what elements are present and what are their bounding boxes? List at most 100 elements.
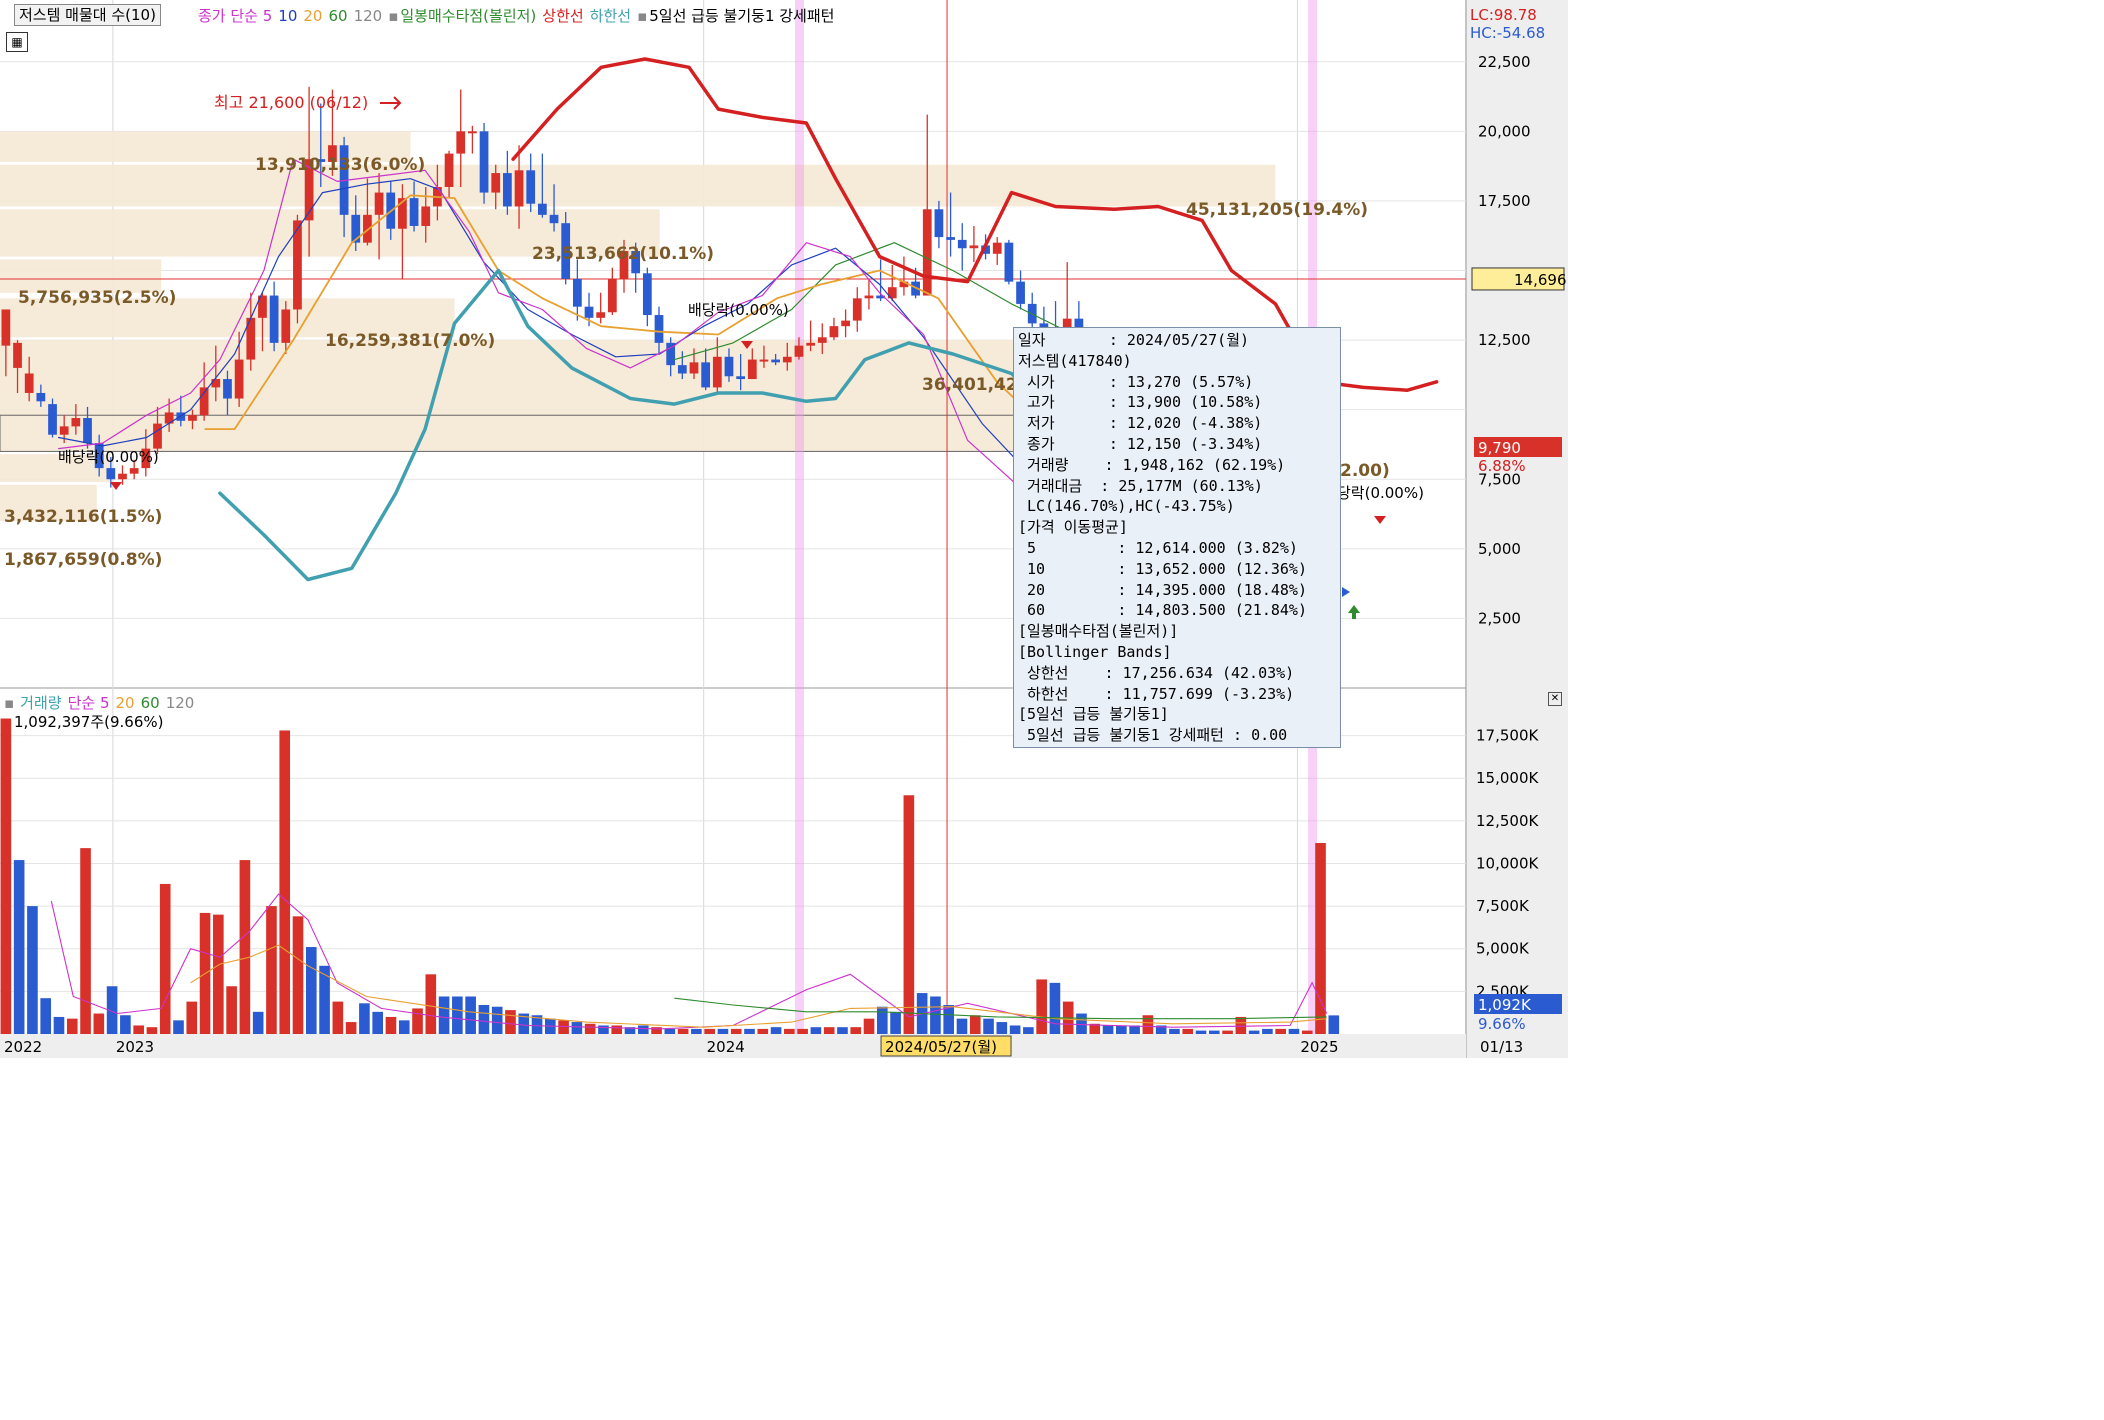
price-tick-label: 12,500: [1478, 331, 1531, 349]
volume-bar: [531, 1015, 543, 1034]
volume-tick-label: 7,500K: [1476, 897, 1530, 915]
chart-title[interactable]: 저스템 매물대 수(10): [14, 4, 161, 26]
candle-body: [199, 387, 209, 416]
volume-bar: [823, 1027, 835, 1034]
volume-bar: [319, 965, 330, 1034]
tooltip-line: 20 : 14,395.000 (18.48%): [1018, 580, 1307, 599]
candle-body: [689, 362, 699, 374]
signal-marker: [1342, 587, 1350, 597]
candle-body: [36, 392, 46, 402]
candle-body: [584, 306, 594, 318]
volume-bar: [425, 974, 437, 1034]
candle-body: [491, 173, 501, 193]
tooltip-line: 거래대금 : 25,177M (60.13%): [1018, 476, 1263, 495]
tooltip-line: 거래량 : 1,948,162 (62.19%): [1018, 455, 1286, 474]
tooltip-line: [일봉매수타점(볼린저)]: [1018, 622, 1179, 641]
volume-bar: [651, 1027, 662, 1034]
volume-tick-label: 15,000K: [1476, 769, 1539, 787]
volume-bar: [1301, 1030, 1313, 1034]
volume-bar: [1182, 1028, 1194, 1034]
candle-body: [94, 443, 104, 469]
legend-item[interactable]: 120: [353, 7, 383, 25]
candle-body: [1, 309, 11, 346]
candle-body: [223, 379, 232, 399]
volume-bar: [133, 1025, 144, 1034]
close-icon[interactable]: ✕: [1548, 692, 1562, 706]
volume-bar: [292, 916, 304, 1034]
legend-item[interactable]: 하한선: [589, 7, 632, 25]
candle-body: [806, 342, 815, 346]
volume-legend-item[interactable]: 120: [165, 694, 195, 712]
volume-bar: [744, 1028, 755, 1034]
candle-body: [106, 468, 116, 480]
legend-item[interactable]: 20: [303, 7, 323, 25]
candle-body: [887, 287, 897, 299]
candle-body: [712, 356, 722, 388]
volume-legend-item[interactable]: 20: [115, 694, 135, 712]
candle-body: [398, 198, 407, 229]
candle-body: [316, 159, 326, 162]
volume-bar: [120, 1015, 131, 1034]
candle-body: [701, 362, 711, 388]
dividend-annotation: 배당락(0.00%): [688, 301, 789, 319]
tooltip-line: 시가 : 13,270 (5.57%): [1018, 372, 1254, 391]
legend-item[interactable]: 일봉매수타점(볼린저): [400, 7, 537, 25]
candle-body: [479, 131, 489, 193]
crosshair-date-label: 2024/05/27(월): [885, 1038, 997, 1056]
legend-item[interactable]: 60: [328, 7, 348, 25]
volume-bar: [956, 1018, 968, 1034]
legend-square-icon: ▪: [388, 7, 399, 25]
volume-bar: [797, 1028, 808, 1034]
volume-bar: [983, 1018, 994, 1034]
volume-bar: [1142, 1015, 1154, 1034]
candle-body: [211, 379, 221, 388]
axis-background: [1467, 0, 1568, 1058]
volume-bar: [452, 996, 463, 1034]
volume-legend-item[interactable]: 단순 5: [67, 694, 110, 712]
x-tick-label: 2024: [707, 1038, 745, 1056]
buy-signal-arrow: [1348, 605, 1360, 619]
volume-bar: [810, 1027, 822, 1034]
tooltip-line: [가격 이동평균]: [1018, 518, 1128, 537]
volume-bar: [1089, 1023, 1101, 1034]
volume-bar: [1102, 1025, 1114, 1034]
volume-bar: [1023, 1027, 1034, 1034]
price-tick-label: 2,500: [1478, 609, 1521, 627]
volume-legend-item[interactable]: 거래량: [20, 694, 62, 712]
legend-item[interactable]: 종가 단순 5: [198, 7, 273, 25]
candle-body: [328, 145, 337, 162]
candle-body: [176, 412, 186, 421]
volume-bar: [1328, 1015, 1340, 1034]
candle-body: [188, 415, 197, 421]
price-tick-label: 7,500: [1478, 470, 1521, 488]
candle-body: [829, 326, 839, 338]
volume-bar: [478, 1005, 490, 1034]
volume-bar: [159, 883, 171, 1034]
volume-profile-bar: [0, 259, 162, 293]
x-tick-label: 2023: [116, 1038, 154, 1056]
candle-body: [596, 312, 606, 318]
legend-item[interactable]: 10: [278, 7, 298, 25]
tooltip-line: [5일선 급등 불기둥1]: [1018, 705, 1169, 724]
volume-bar: [1275, 1028, 1286, 1034]
volume-bar: [213, 914, 224, 1034]
volume-legend-item[interactable]: 60: [140, 694, 160, 712]
volume-bar: [332, 1001, 344, 1034]
volume-bar: [1049, 982, 1061, 1034]
candle-body: [83, 418, 92, 444]
tooltip-line: 일자 : 2024/05/27(월): [1018, 331, 1250, 349]
volume-bar: [969, 1015, 981, 1034]
candle-body: [969, 245, 979, 249]
legend-item[interactable]: 상한선: [542, 7, 584, 25]
volume-bar: [398, 1020, 410, 1034]
candle-body: [456, 131, 466, 154]
grid-icon[interactable]: ▦: [6, 32, 28, 52]
volume-bar: [1129, 1025, 1140, 1034]
legend-item[interactable]: 5일선 급등 불기둥1 강세패턴: [649, 7, 835, 25]
volume-bar: [1155, 1025, 1167, 1034]
candle-body: [922, 209, 932, 296]
candle-body: [899, 281, 909, 288]
volume-bar: [598, 1025, 609, 1034]
candle-body: [304, 159, 314, 221]
candle-body: [677, 365, 687, 374]
